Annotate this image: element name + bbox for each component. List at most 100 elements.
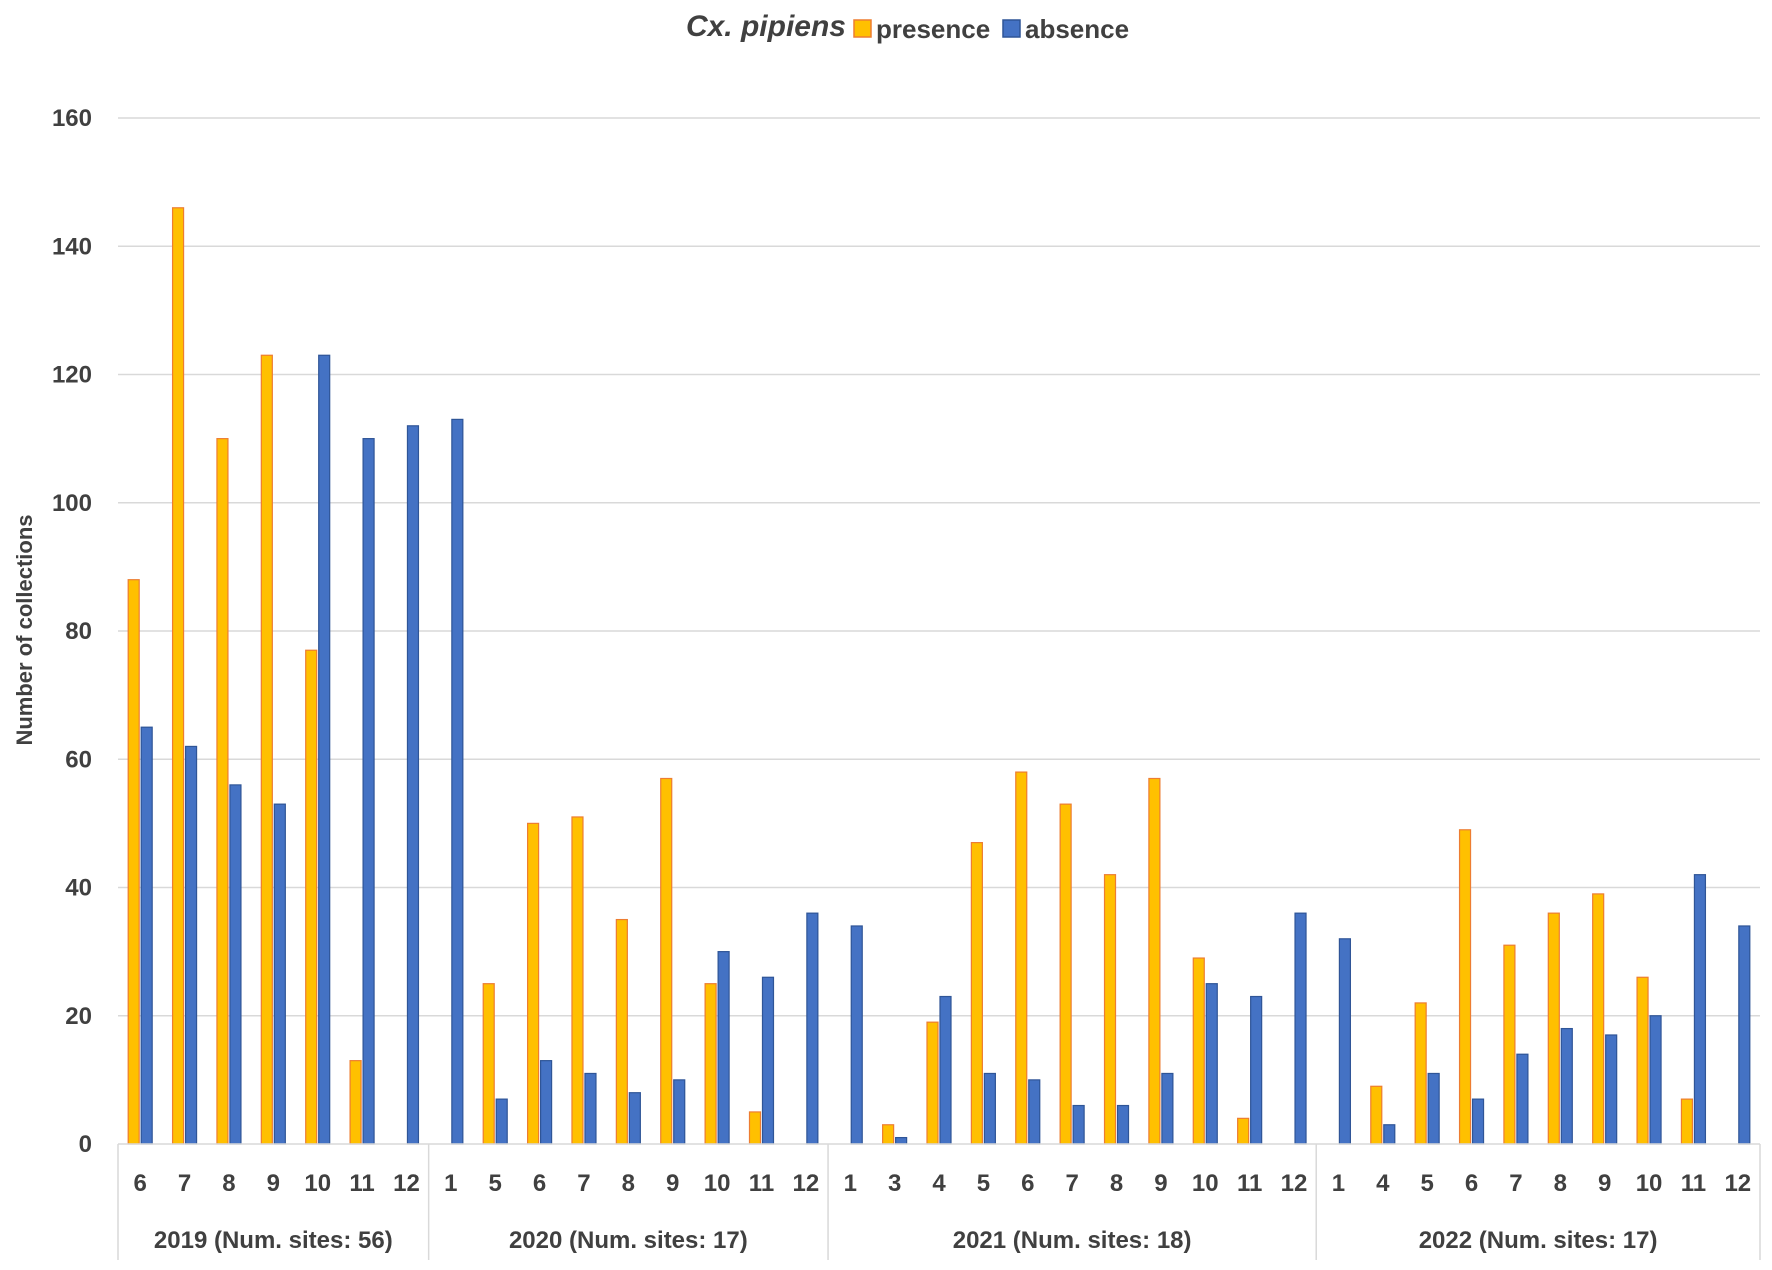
bar-absence [495, 1098, 508, 1145]
x-tick-label: 7 [577, 1170, 590, 1197]
bar-absence [273, 803, 286, 1145]
bar-absence [1738, 925, 1751, 1145]
x-tick-label: 8 [622, 1170, 635, 1197]
x-group-label: 2021 (Num. sites: 18) [953, 1227, 1192, 1254]
bar-absence [229, 784, 242, 1145]
bar-presence [526, 822, 540, 1145]
bar-presence [216, 438, 229, 1145]
bar-presence [305, 649, 318, 1145]
bar-presence [171, 207, 185, 1145]
y-axis-label: Number of collections [12, 514, 37, 745]
y-tick-label: 0 [79, 1131, 92, 1158]
x-tick-label: 9 [1154, 1170, 1167, 1197]
y-tick-label: 40 [65, 875, 92, 902]
legend-label-presence: presence [876, 14, 990, 44]
bar-absence [1427, 1072, 1440, 1145]
bar-presence [349, 1060, 362, 1145]
x-tick-label: 3 [888, 1170, 901, 1197]
gridlines [118, 117, 1760, 1017]
y-tick-label: 20 [65, 1003, 92, 1030]
x-tick-label: 10 [304, 1170, 331, 1197]
bar-presence [1103, 874, 1117, 1145]
y-tick-label: 140 [52, 233, 92, 260]
x-tick-label: 11 [349, 1170, 374, 1197]
bar-presence [615, 918, 628, 1145]
bar-presence [1148, 777, 1161, 1145]
bar-absence [1028, 1079, 1041, 1145]
y-tick-label: 120 [52, 362, 92, 389]
bar-presence [1680, 1098, 1694, 1145]
x-tick-label: 6 [1021, 1170, 1034, 1197]
x-tick-label: 8 [1554, 1170, 1567, 1197]
bar-absence [1605, 1034, 1618, 1145]
x-tick-label: 6 [1465, 1170, 1478, 1197]
bar-absence [717, 951, 730, 1145]
legend-swatch-presence [853, 19, 872, 38]
bar-presence [482, 983, 495, 1145]
bar-absence [1072, 1104, 1085, 1145]
x-tick-label: 5 [977, 1170, 990, 1197]
bar-absence [318, 354, 331, 1145]
bar-absence [140, 726, 153, 1145]
x-tick-label: 8 [222, 1170, 235, 1197]
x-axis: 6 7 8 9 10 11 12 2019 (Num. sites: 56) 1 5 6 7 8 9 10 1… [117, 1143, 1761, 1260]
bar-absence [983, 1072, 996, 1145]
bar-absence [1294, 912, 1307, 1145]
bar-absence [406, 425, 420, 1145]
x-tick-label: 5 [489, 1170, 502, 1197]
bar-presence [1059, 803, 1072, 1145]
bar-presence [1237, 1117, 1250, 1145]
chart-title: Cx. pipiens [686, 10, 846, 43]
bar-absence [895, 1136, 908, 1145]
bar-presence [748, 1111, 762, 1145]
bar-absence [673, 1079, 686, 1145]
bar-presence [970, 842, 983, 1145]
bar-absence [451, 418, 464, 1145]
x-group-label: 2020 (Num. sites: 17) [509, 1227, 748, 1254]
bar-absence [628, 1092, 641, 1145]
x-tick-label: 10 [1636, 1170, 1663, 1197]
bar-absence [184, 745, 198, 1145]
x-tick-label: 11 [1237, 1170, 1262, 1197]
x-tick-label: 4 [932, 1170, 946, 1197]
x-tick-label: 9 [666, 1170, 679, 1197]
bar-presence [1636, 976, 1649, 1145]
x-tick-label: 9 [267, 1170, 280, 1197]
bar-absence [1693, 874, 1707, 1145]
x-tick-label: 5 [1420, 1170, 1433, 1197]
bar-absence [1516, 1053, 1529, 1145]
x-tick-label: 10 [1192, 1170, 1219, 1197]
y-tick-labels: 0 20 40 60 80 100 120 140 160 [52, 105, 92, 1158]
bar-absence [806, 912, 819, 1145]
y-tick-label: 100 [52, 490, 92, 517]
bar-presence [127, 579, 140, 1145]
bar-presence [1458, 829, 1472, 1145]
x-tick-label: 7 [1509, 1170, 1522, 1197]
x-tick-label: 12 [393, 1170, 420, 1197]
x-tick-label: 1 [1332, 1170, 1345, 1197]
bar-absence [539, 1060, 553, 1145]
bar-presence [1547, 912, 1560, 1145]
bar-presence [1414, 1002, 1427, 1145]
bar-presence [1592, 893, 1605, 1145]
bar-absence [761, 976, 775, 1145]
bar-presence [260, 354, 273, 1145]
bar-presence [704, 983, 717, 1145]
bar-absence [1649, 1015, 1662, 1145]
bar-absence [1338, 938, 1352, 1145]
legend-label-absence: absence [1025, 14, 1129, 44]
bar-presence [1370, 1085, 1383, 1145]
bar-presence [1192, 957, 1205, 1145]
x-tick-label: 9 [1598, 1170, 1611, 1197]
x-tick-label: 12 [1724, 1170, 1751, 1197]
x-tick-label: 8 [1110, 1170, 1123, 1197]
bar-absence [584, 1072, 597, 1145]
y-tick-label: 60 [65, 746, 92, 773]
x-group-label: 2019 (Num. sites: 56) [154, 1227, 393, 1254]
x-tick-label: 11 [1681, 1170, 1706, 1197]
bar-presence [926, 1021, 939, 1145]
bar-absence [1250, 995, 1263, 1145]
bar-presence [882, 1124, 895, 1145]
